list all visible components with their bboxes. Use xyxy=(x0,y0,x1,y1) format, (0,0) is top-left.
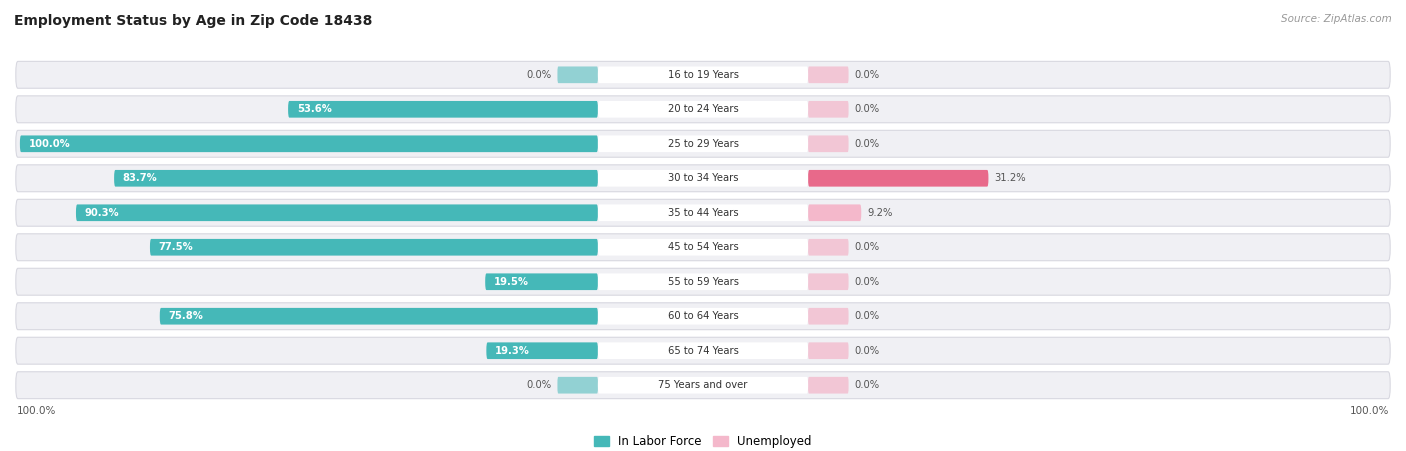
Text: 53.6%: 53.6% xyxy=(297,104,332,114)
Text: Source: ZipAtlas.com: Source: ZipAtlas.com xyxy=(1281,14,1392,23)
Text: 0.0%: 0.0% xyxy=(855,277,880,287)
Text: 83.7%: 83.7% xyxy=(122,173,157,183)
Text: 100.0%: 100.0% xyxy=(28,139,70,149)
Text: 35 to 44 Years: 35 to 44 Years xyxy=(668,208,738,218)
FancyBboxPatch shape xyxy=(598,66,808,83)
Text: 0.0%: 0.0% xyxy=(526,70,551,80)
Text: 0.0%: 0.0% xyxy=(526,380,551,390)
Text: 0.0%: 0.0% xyxy=(855,346,880,356)
FancyBboxPatch shape xyxy=(20,135,598,152)
FancyBboxPatch shape xyxy=(598,342,808,359)
FancyBboxPatch shape xyxy=(15,372,1391,399)
FancyBboxPatch shape xyxy=(598,170,808,187)
Text: 75.8%: 75.8% xyxy=(169,311,204,321)
FancyBboxPatch shape xyxy=(808,342,849,359)
FancyBboxPatch shape xyxy=(808,308,849,325)
FancyBboxPatch shape xyxy=(557,66,598,83)
Text: 55 to 59 Years: 55 to 59 Years xyxy=(668,277,738,287)
Text: 77.5%: 77.5% xyxy=(159,242,194,252)
FancyBboxPatch shape xyxy=(15,61,1391,88)
Text: 0.0%: 0.0% xyxy=(855,139,880,149)
FancyBboxPatch shape xyxy=(598,239,808,256)
FancyBboxPatch shape xyxy=(15,268,1391,295)
FancyBboxPatch shape xyxy=(15,165,1391,192)
FancyBboxPatch shape xyxy=(76,204,598,221)
FancyBboxPatch shape xyxy=(288,101,598,118)
Text: 20 to 24 Years: 20 to 24 Years xyxy=(668,104,738,114)
Text: 30 to 34 Years: 30 to 34 Years xyxy=(668,173,738,183)
FancyBboxPatch shape xyxy=(15,337,1391,364)
Text: 0.0%: 0.0% xyxy=(855,311,880,321)
FancyBboxPatch shape xyxy=(808,377,849,394)
FancyBboxPatch shape xyxy=(598,273,808,290)
FancyBboxPatch shape xyxy=(486,342,598,359)
Text: 25 to 29 Years: 25 to 29 Years xyxy=(668,139,738,149)
Text: 45 to 54 Years: 45 to 54 Years xyxy=(668,242,738,252)
Text: 19.5%: 19.5% xyxy=(494,277,529,287)
FancyBboxPatch shape xyxy=(598,135,808,152)
FancyBboxPatch shape xyxy=(160,308,598,325)
FancyBboxPatch shape xyxy=(485,273,598,290)
Text: 0.0%: 0.0% xyxy=(855,242,880,252)
FancyBboxPatch shape xyxy=(114,170,598,187)
FancyBboxPatch shape xyxy=(15,96,1391,123)
Text: 0.0%: 0.0% xyxy=(855,70,880,80)
FancyBboxPatch shape xyxy=(808,66,849,83)
Text: 100.0%: 100.0% xyxy=(1350,406,1389,416)
FancyBboxPatch shape xyxy=(598,101,808,118)
Text: 65 to 74 Years: 65 to 74 Years xyxy=(668,346,738,356)
Text: 16 to 19 Years: 16 to 19 Years xyxy=(668,70,738,80)
FancyBboxPatch shape xyxy=(808,273,849,290)
FancyBboxPatch shape xyxy=(557,377,598,394)
FancyBboxPatch shape xyxy=(15,303,1391,330)
Text: 0.0%: 0.0% xyxy=(855,104,880,114)
FancyBboxPatch shape xyxy=(808,135,849,152)
Legend: In Labor Force, Unemployed: In Labor Force, Unemployed xyxy=(589,430,817,451)
FancyBboxPatch shape xyxy=(808,239,849,256)
FancyBboxPatch shape xyxy=(598,377,808,394)
FancyBboxPatch shape xyxy=(598,308,808,325)
Text: 0.0%: 0.0% xyxy=(855,380,880,390)
FancyBboxPatch shape xyxy=(808,204,862,221)
Text: 100.0%: 100.0% xyxy=(17,406,56,416)
Text: 60 to 64 Years: 60 to 64 Years xyxy=(668,311,738,321)
FancyBboxPatch shape xyxy=(808,101,849,118)
FancyBboxPatch shape xyxy=(808,170,988,187)
Text: Employment Status by Age in Zip Code 18438: Employment Status by Age in Zip Code 184… xyxy=(14,14,373,28)
FancyBboxPatch shape xyxy=(15,199,1391,226)
FancyBboxPatch shape xyxy=(15,130,1391,157)
Text: 9.2%: 9.2% xyxy=(868,208,893,218)
Text: 19.3%: 19.3% xyxy=(495,346,530,356)
Text: 31.2%: 31.2% xyxy=(994,173,1026,183)
FancyBboxPatch shape xyxy=(598,204,808,221)
FancyBboxPatch shape xyxy=(150,239,598,256)
FancyBboxPatch shape xyxy=(15,234,1391,261)
Text: 75 Years and over: 75 Years and over xyxy=(658,380,748,390)
Text: 90.3%: 90.3% xyxy=(84,208,120,218)
